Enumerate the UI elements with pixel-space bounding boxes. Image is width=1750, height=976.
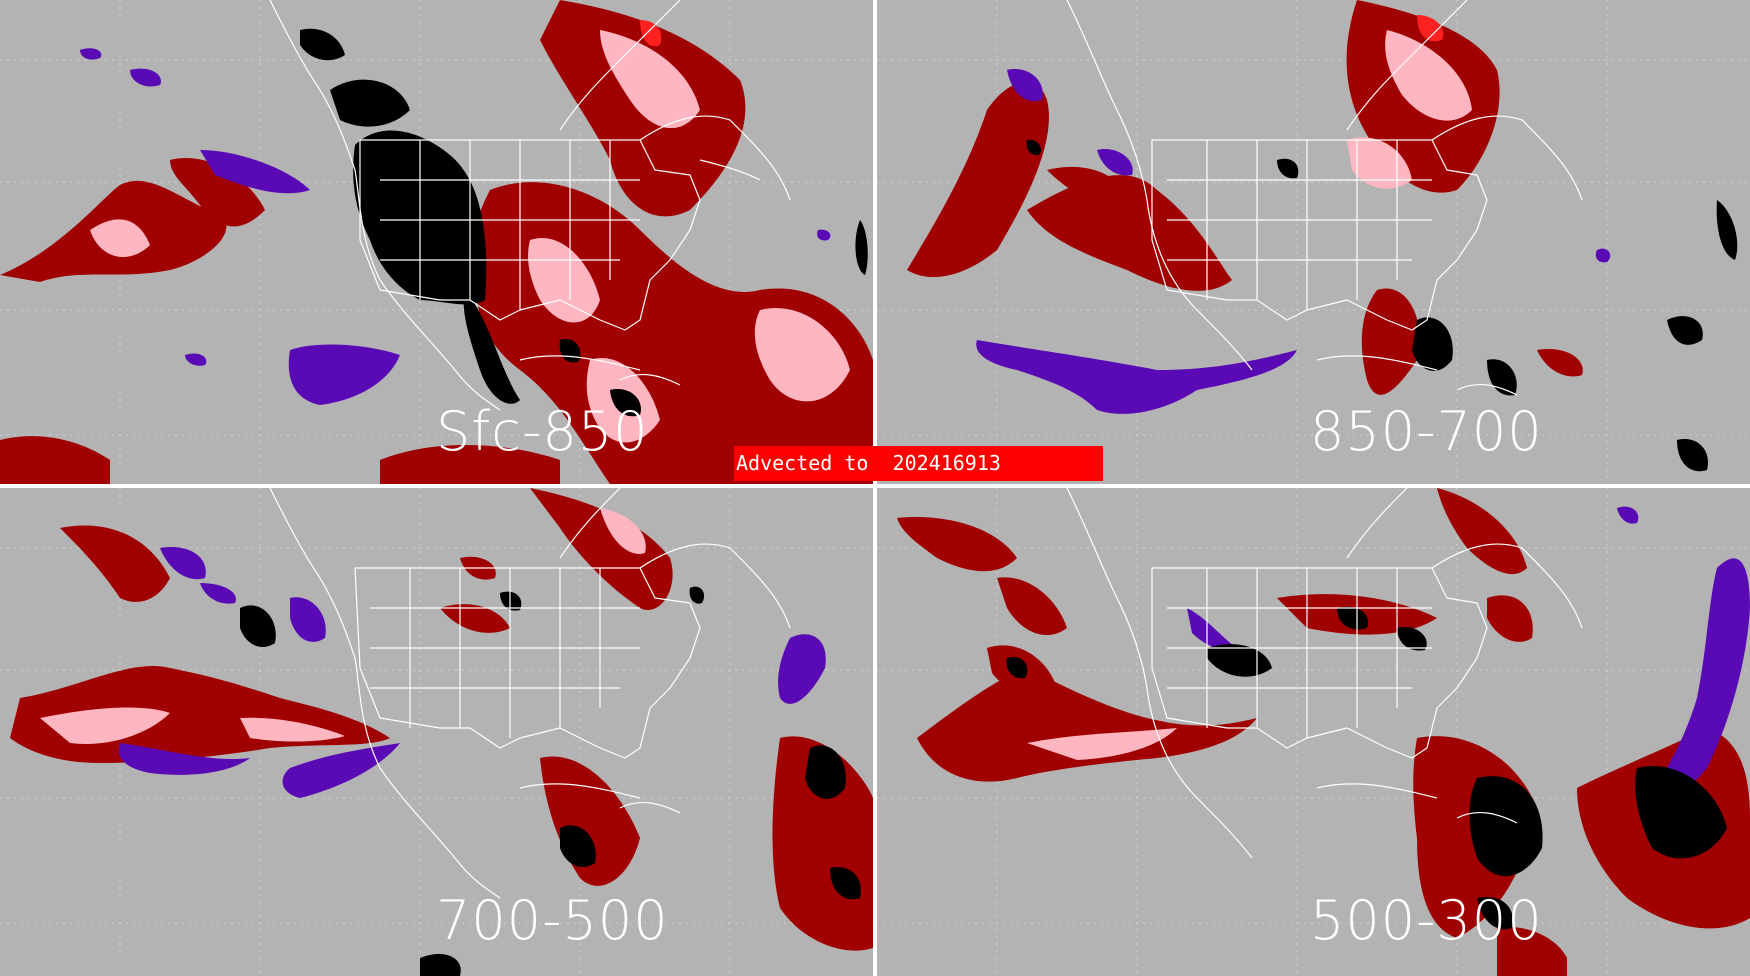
layer-label-500-300: 500-300 bbox=[1310, 889, 1543, 952]
map-panel-700-500: 700-500 bbox=[0, 488, 873, 976]
graticule bbox=[0, 488, 873, 976]
map-700-500 bbox=[0, 488, 873, 976]
moisture-layer-red bbox=[907, 0, 1583, 395]
advected-time-banner: Advected to 202416913 bbox=[734, 446, 1103, 481]
map-boundaries bbox=[1066, 488, 1583, 859]
moisture-layer-black bbox=[1026, 139, 1738, 472]
moisture-layer-purple bbox=[80, 48, 831, 405]
map-panel-sfc-850: Sfc-850 bbox=[0, 0, 873, 484]
map-boundaries bbox=[269, 488, 791, 899]
map-sfc-850 bbox=[0, 0, 873, 484]
moisture-layer-purple bbox=[976, 69, 1611, 414]
layer-label-sfc-850: Sfc-850 bbox=[436, 400, 649, 463]
moisture-layer-purple bbox=[1187, 506, 1750, 809]
moisture-layer-black bbox=[240, 586, 861, 976]
layer-label-850-700: 850-700 bbox=[1310, 400, 1543, 463]
moisture-layer-purple bbox=[118, 547, 826, 798]
map-panel-850-700: 850-700 bbox=[877, 0, 1750, 484]
moisture-layer-red bbox=[897, 488, 1750, 976]
map-boundaries bbox=[1066, 0, 1583, 396]
map-500-300 bbox=[877, 488, 1750, 976]
moisture-layer-red bbox=[10, 488, 873, 951]
map-panel-500-300: 500-300 bbox=[877, 488, 1750, 976]
moisture-layer-black bbox=[1006, 606, 1727, 930]
layer-label-700-500: 700-500 bbox=[436, 889, 669, 952]
map-boundaries bbox=[269, 0, 791, 411]
map-850-700 bbox=[877, 0, 1750, 484]
